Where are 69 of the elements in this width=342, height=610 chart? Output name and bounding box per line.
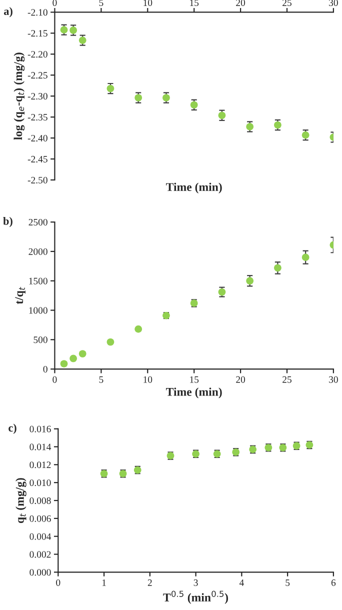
x-axis-title: T$^{0.5}$ (min$^{0.5}$) [163, 590, 228, 604]
y-tick-label: 500 [34, 336, 48, 344]
x-axis-title: Time (min) [166, 388, 222, 398]
point [302, 131, 310, 139]
point [190, 101, 198, 109]
y-tick-label: 0.006 [30, 515, 51, 522]
x-tick-label: 5 [286, 580, 290, 586]
x-tick-label: 5 [99, 376, 104, 383]
point [78, 36, 86, 44]
point [302, 254, 310, 261]
y-tick-label: -2.20 [28, 51, 48, 58]
x-tick-label: 15 [190, 376, 199, 383]
point [60, 360, 68, 368]
chart-title: c) [8, 424, 16, 434]
x-tick-label: 25 [282, 376, 292, 383]
x-tick-label: 6 [331, 579, 336, 586]
x-tick-label: 3 [194, 579, 198, 586]
point [106, 338, 114, 346]
chart-title: b) [3, 217, 12, 228]
x-tick-label: 20 [236, 376, 246, 383]
point [246, 277, 254, 285]
y-tick-label: 0.002 [30, 551, 51, 558]
y-tick-label: 2500 [28, 218, 48, 226]
y-tick-label: 0.014 [30, 444, 52, 450]
y-tick-label: 1000 [29, 307, 48, 314]
x-tick-label: 0 [56, 579, 60, 586]
y-tick-label: -2.10 [28, 9, 48, 16]
y-axis-title: log (q$_{e}$-q$_{t}$) (mg/g) [14, 52, 25, 140]
point [274, 121, 282, 129]
x-tick-label: 2 [148, 579, 152, 586]
point [60, 26, 68, 34]
point [246, 123, 254, 130]
x-tick-label: 15 [190, 0, 199, 6]
x-tick-label: 10 [144, 376, 152, 383]
y-axis-title: t/q$_{t}$ [15, 286, 26, 304]
x-tick-label: 1 [102, 579, 106, 586]
y-tick-label: 2000 [28, 248, 48, 255]
x-tick-label: 5 [99, 0, 104, 6]
y-tick-label: -2.25 [28, 72, 48, 79]
point [78, 350, 86, 358]
chart-title: a) [4, 7, 12, 18]
point [274, 264, 282, 272]
y-tick-label: -2.45 [28, 156, 48, 162]
point [162, 94, 170, 102]
y-axis-title: q$_{t}$ (mg/g) [16, 478, 26, 524]
point [134, 325, 142, 333]
y-tick-label: 0.008 [30, 497, 51, 504]
y-tick-label: -2.30 [28, 92, 48, 100]
y-tick-label: 0.012 [30, 462, 51, 468]
x-tick-label: 30 [329, 376, 338, 383]
y-tick-label: 0 [43, 366, 48, 373]
y-tick-label: 0.010 [30, 479, 51, 486]
x-tick-label: 4 [239, 579, 244, 586]
y-tick-label: 0.016 [30, 426, 51, 432]
y-tick-label: 0.004 [30, 533, 52, 540]
x-tick-label: 25 [282, 0, 292, 6]
point [70, 354, 77, 362]
y-tick-label: 0.000 [30, 569, 51, 576]
y-tick-label: 1500 [29, 278, 48, 284]
y-tick-label: -2.35 [28, 114, 48, 121]
y-tick-label: -2.50 [28, 176, 48, 184]
point [106, 84, 114, 92]
x-axis-title: Time (min) [166, 182, 222, 194]
x-tick-label: 0 [52, 376, 57, 383]
y-tick-label: -2.40 [28, 134, 48, 142]
point [134, 94, 142, 102]
y-tick-label: -2.15 [28, 30, 48, 37]
point [70, 26, 77, 34]
point [218, 112, 226, 120]
